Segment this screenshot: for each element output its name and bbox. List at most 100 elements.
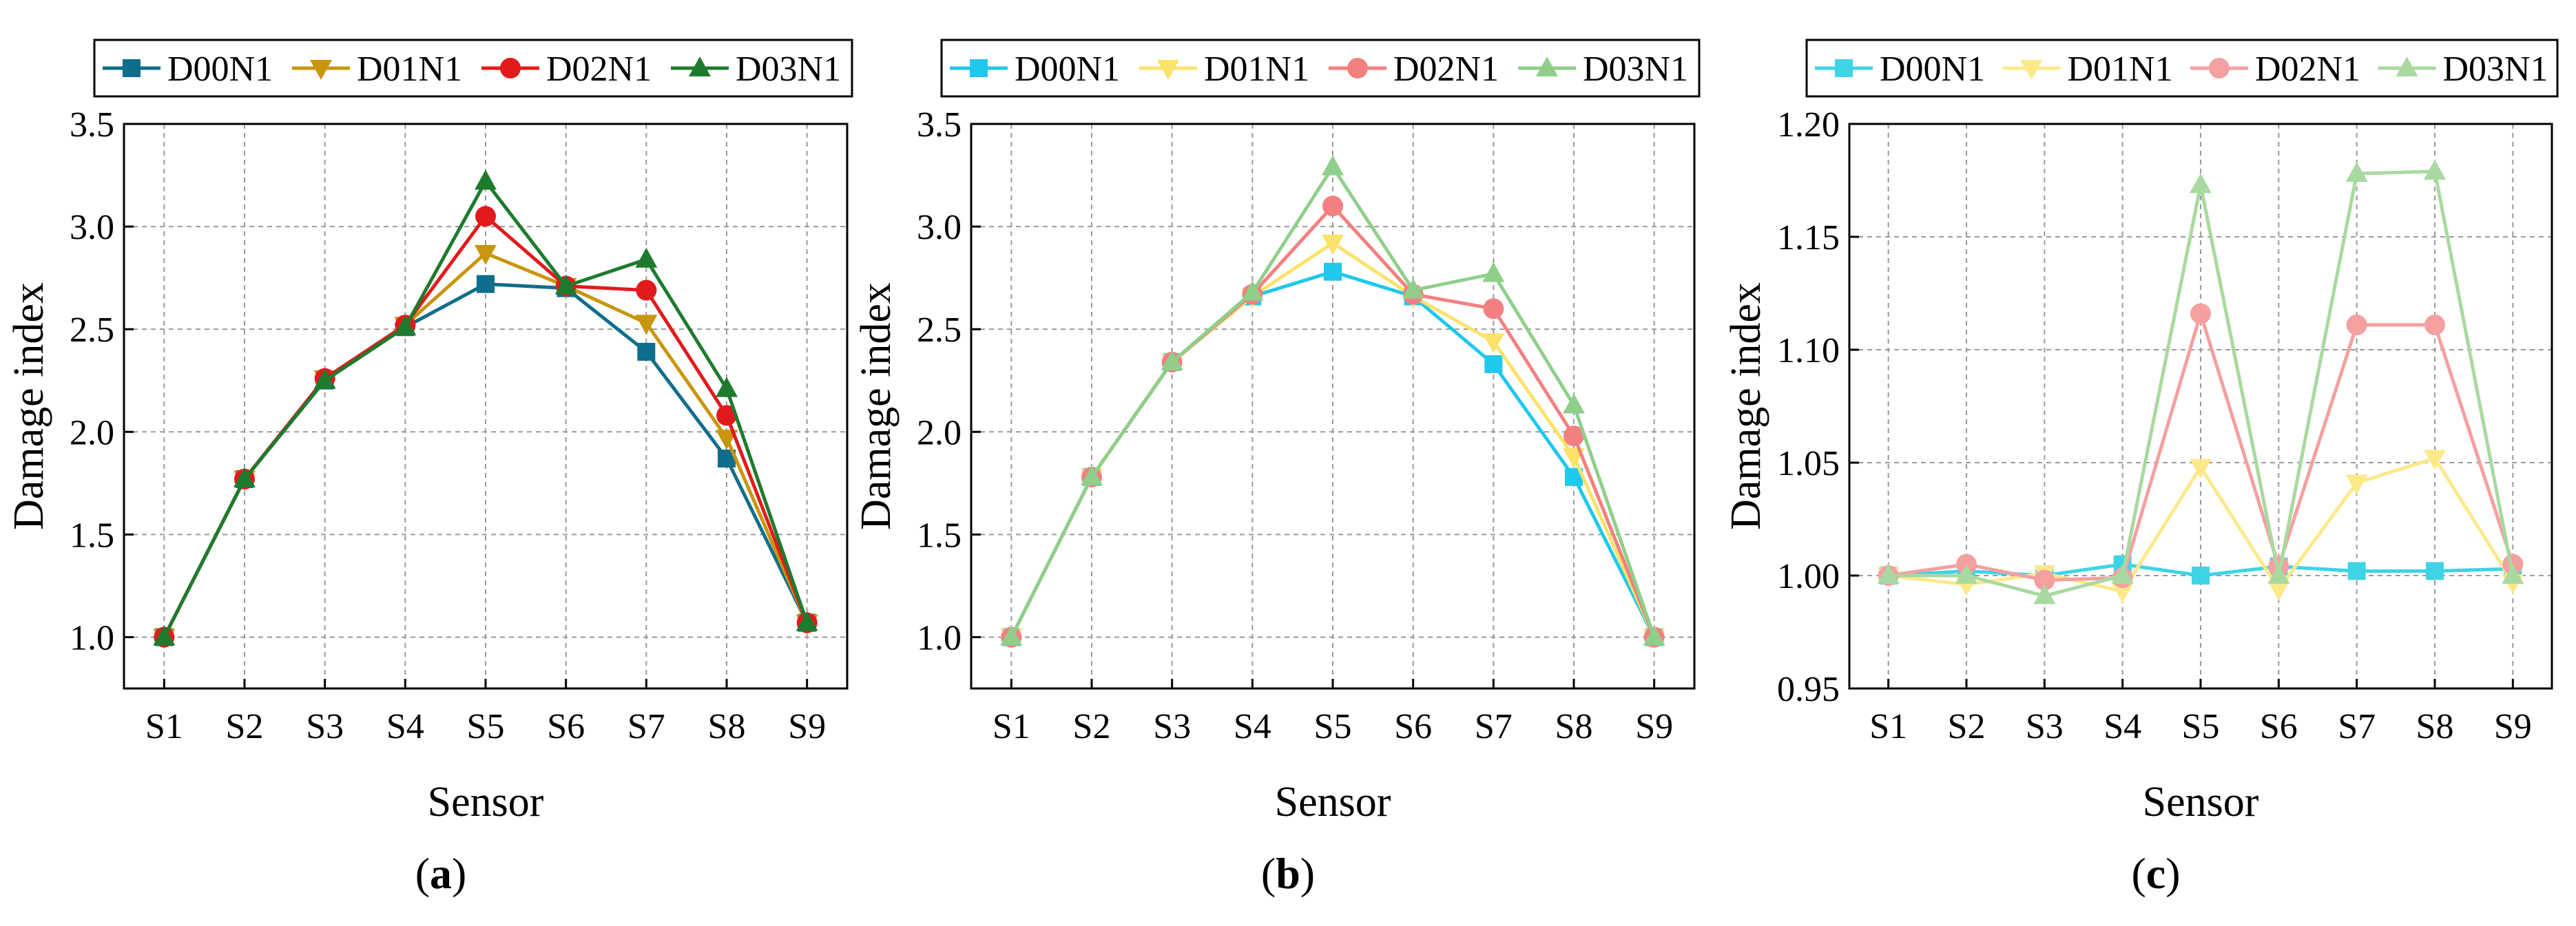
x-tick-label: S5 [467,707,505,746]
x-tick-label: S8 [708,707,746,746]
y-tick-label: 2.5 [70,311,114,350]
data-point [716,430,738,450]
y-tick-label: 3.0 [70,208,114,247]
data-point [2347,562,2366,580]
x-tick-label: S7 [2338,707,2376,746]
data-point [637,342,656,361]
legend-marker [1347,58,1368,78]
data-point [1081,465,1103,485]
x-tick-label: S3 [1153,707,1191,746]
y-tick-label: 3.5 [917,105,962,145]
data-point [2267,580,2290,601]
y-tick-label: 1.5 [917,516,962,555]
y-axis-label: Damage index [6,282,52,530]
data-point [2034,569,2055,591]
data-point [1322,234,1344,255]
x-tick-label: S8 [1555,707,1593,746]
data-point [2111,582,2134,603]
panel-label: (b) [1261,849,1315,898]
legend-marker [123,59,141,77]
data-point [1402,278,1424,299]
legend-label: D02N1 [1393,50,1499,89]
x-tick-label: S9 [1635,707,1673,746]
y-tick-label: 1.0 [917,618,962,657]
y-axis-label: Damage index [1723,282,1769,530]
legend-label: D00N1 [1880,50,1985,89]
data-point [475,244,497,265]
chart-panel-a: S1 S2 S3 S4 S5 S6 S7 S8 S9 1.0 1.5 2.0 2.5 3.0 3.5 Sens… [6,39,853,898]
legend-label: D03N1 [736,50,841,89]
data-point [1322,196,1343,217]
data-point [1482,333,1505,354]
x-tick-label: S7 [1475,707,1513,746]
x-tick-label: S5 [1314,707,1352,746]
x-tick-label: S8 [2416,707,2454,746]
legend-marker [689,56,711,76]
data-point [1241,280,1264,301]
data-point [716,377,738,397]
y-tick-label: 1.5 [70,516,114,555]
data-point [1877,564,1900,584]
y-tick-label: 1.10 [1777,331,1840,370]
x-axis-label: Sensor [2143,779,2259,825]
y-tick-label: 2.0 [917,413,962,452]
legend-label: D01N1 [357,50,462,89]
legend-marker [1157,60,1179,80]
data-point [2345,162,2368,182]
data-point [2190,459,2212,479]
data-point [2426,562,2444,580]
data-point [1483,298,1504,319]
x-axis-label: Sensor [428,779,544,825]
y-tick-label: 3.0 [917,208,962,247]
data-point [2267,564,2290,584]
chart-panel-b: S1 S2 S3 S4 S5 S6 S7 S8 S9 1.0 1.5 2.0 2.5 3.0 3.5 Sens… [853,39,1701,898]
y-tick-label: 0.95 [1777,670,1840,709]
y-tick-label: 1.15 [1777,218,1840,257]
panel-label: (c) [2131,849,2180,898]
data-point [1322,155,1344,176]
x-tick-label: S2 [1948,707,1986,746]
x-tick-label: S3 [306,707,344,746]
data-point [716,405,737,426]
y-tick-label: 2.5 [917,311,962,350]
y-tick-label: 1.0 [70,618,114,657]
data-point [475,206,496,227]
data-point [1955,564,1977,584]
data-point [2346,314,2367,335]
x-tick-label: S4 [1234,707,1271,746]
x-tick-label: S9 [2494,707,2532,746]
chart-panel-c: S1 S2 S3 S4 S5 S6 S7 S8 S9 0.95 1.00 1.05 1.10 1.15 1.… [1723,39,2559,898]
data-point [554,274,577,295]
legend-label: D03N1 [1583,50,1688,89]
legend-marker [1536,56,1558,76]
legend-label: D03N1 [2443,50,2548,89]
data-point [477,275,495,293]
legend: D00N1 D01N1 D02N1 D03N1 [940,39,1701,98]
data-point [635,315,658,335]
data-point [2424,159,2446,180]
data-point [635,247,658,268]
x-tick-label: S3 [2026,707,2064,746]
data-point [1482,262,1505,282]
series-D03N1 [1000,155,1665,646]
data-point [313,368,336,389]
data-point [153,625,176,646]
y-axis-label: Damage index [853,282,900,530]
x-tick-label: S2 [1073,707,1111,746]
data-point [1564,425,1584,447]
x-tick-label: S6 [1394,707,1432,746]
data-point [1000,625,1023,646]
series-D03N1 [1877,159,2524,604]
legend-label: D02N1 [546,50,652,89]
x-axis-label: Sensor [1275,779,1391,825]
data-point [2190,173,2212,193]
x-tick-label: S6 [2260,707,2298,746]
legend-marker [310,60,332,80]
data-point [2190,303,2211,324]
legend: D00N1 D01N1 D02N1 D03N1 [1805,39,2559,98]
legend-marker [1835,59,1853,77]
legend-label: D00N1 [167,50,273,89]
data-point [636,280,657,301]
legend-marker [970,59,988,77]
